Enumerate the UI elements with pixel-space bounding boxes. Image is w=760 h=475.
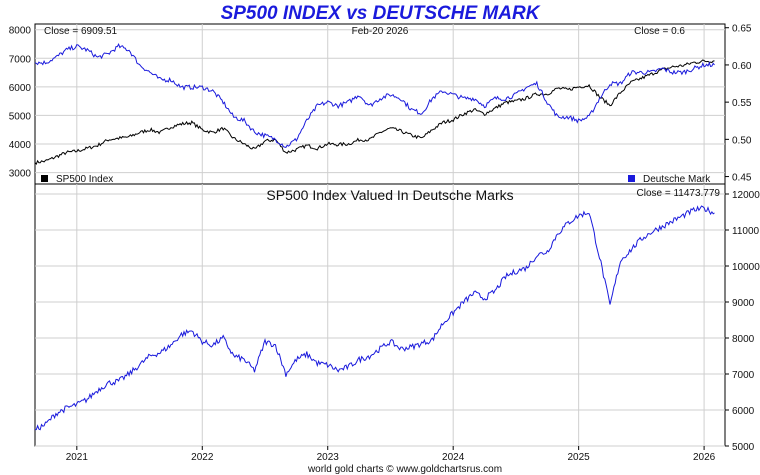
y-right-tick-label: 0.65 <box>732 24 752 35</box>
x-tick-label: 2022 <box>191 452 214 463</box>
top-panel-series <box>34 43 715 166</box>
date-label: Feb-20 2026 <box>352 26 409 37</box>
y-right-tick-label: 12000 <box>732 190 760 201</box>
sp500-close-label: Close = 6909.51 <box>44 26 118 37</box>
bottom-panel-frame <box>34 183 726 447</box>
ratio-close-label: Close = 11473.779 <box>637 188 721 199</box>
y-left-tick-label: 8000 <box>9 26 32 37</box>
y-left-tick-label: 5000 <box>9 111 32 122</box>
y-right-tick-label: 10000 <box>732 262 760 273</box>
footer-credit: world gold charts © www.goldchartsrus.co… <box>307 464 502 475</box>
top-panel-ticks: 3000 4000 5000 6000 7000 8000 0.45 0.50 0.55 0.60… <box>9 24 752 184</box>
y-right-tick-label: 11000 <box>732 226 760 237</box>
y-right-tick-label: 8000 <box>732 334 755 345</box>
x-tick-label: 2021 <box>66 452 89 463</box>
ratio-series-line <box>34 205 715 431</box>
y-left-tick-label: 4000 <box>9 140 32 151</box>
y-right-tick-label: 9000 <box>732 298 755 309</box>
y-right-tick-label: 6000 <box>732 406 755 417</box>
bottom-panel-series <box>34 205 715 431</box>
dem-close-label: Close = 0.6 <box>634 26 685 37</box>
legend-sp500-swatch <box>41 175 48 182</box>
top-panel-grid <box>35 24 725 184</box>
bottom-panel-ticks: 5000 6000 7000 8000 9000 10000 11000 12000 <box>725 190 760 453</box>
legend-sp500-label: SP500 Index <box>56 174 113 185</box>
top-panel-frame <box>34 23 726 185</box>
x-tick-label: 2023 <box>317 452 340 463</box>
y-left-tick-label: 6000 <box>9 83 32 94</box>
x-tick-label: 2024 <box>442 452 465 463</box>
y-right-tick-label: 7000 <box>732 370 755 381</box>
y-right-tick-label: 5000 <box>732 442 755 453</box>
chart-title: SP500 INDEX vs DEUTSCHE MARK <box>221 3 541 24</box>
y-left-tick-label: 7000 <box>9 54 32 65</box>
y-left-tick-label: 3000 <box>9 169 32 180</box>
x-axis-labels: 2021 2022 2023 2024 2025 2026 <box>66 446 716 463</box>
legend-dem-label: Deutsche Mark <box>643 174 711 185</box>
y-right-tick-label: 0.45 <box>732 173 752 184</box>
legend-dem-swatch <box>628 175 635 182</box>
bottom-panel-title: SP500 Index Valued In Deutsche Marks <box>266 187 513 203</box>
dem-series-line <box>34 43 715 148</box>
sp500-series-line <box>34 59 715 166</box>
y-right-tick-label: 0.55 <box>732 98 752 109</box>
y-right-tick-label: 0.60 <box>732 61 752 72</box>
y-right-tick-label: 0.50 <box>732 135 752 146</box>
x-tick-label: 2026 <box>693 452 716 463</box>
x-tick-label: 2025 <box>568 452 591 463</box>
